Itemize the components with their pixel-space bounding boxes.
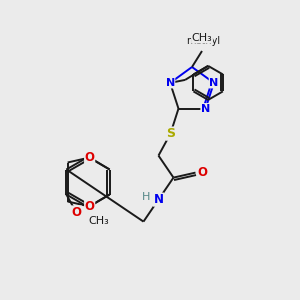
Text: H: H <box>142 192 151 202</box>
Text: N: N <box>209 78 218 88</box>
Text: N: N <box>154 193 164 206</box>
Text: O: O <box>71 206 81 219</box>
Text: O: O <box>85 200 95 213</box>
Text: S: S <box>166 127 175 140</box>
Text: N: N <box>201 103 210 114</box>
Text: CH₃: CH₃ <box>88 215 109 226</box>
Text: CH₃: CH₃ <box>192 33 212 43</box>
Text: O: O <box>85 151 95 164</box>
Text: N: N <box>166 78 175 88</box>
Text: O: O <box>197 166 208 179</box>
Text: methyl: methyl <box>186 36 220 46</box>
